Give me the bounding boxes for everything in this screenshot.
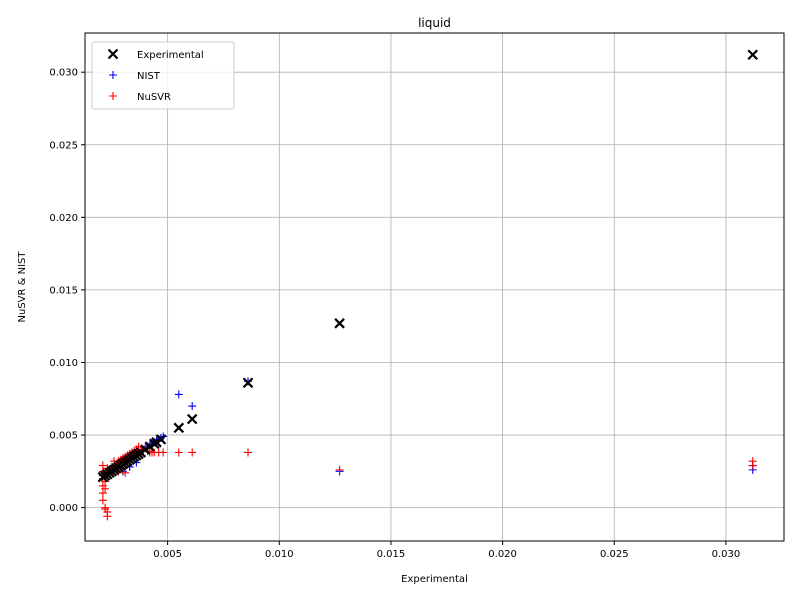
nusvr-point [159,448,168,457]
y-axis-ticks: 0.000 0.005 0.010 0.015 0.020 0.025 0.030 [49,68,85,514]
nusvr-point [101,484,110,493]
nusvr-point [335,465,344,474]
grid [85,33,784,541]
experimental-point [747,49,759,61]
x-axis-ticks: 0.005 0.010 0.015 0.020 0.025 0.030 [153,541,740,560]
x-tick-label: 0.030 [712,549,741,560]
plot-area-frame [84,32,785,542]
y-tick-label: 0.015 [49,285,78,296]
experimental-point [155,434,167,445]
nusvr-point [748,461,757,470]
y-tick-label: 0.000 [49,503,78,514]
experimental-point [334,318,345,329]
y-tick-label: 0.025 [49,140,78,151]
nusvr-point [121,468,130,477]
legend-label-experimental: Experimental [137,50,204,61]
nusvr-point [103,512,112,521]
series-experimental [97,49,759,483]
series-nist [98,377,757,480]
experimental-point [242,377,254,389]
legend-box [91,41,235,110]
y-tick-label: 0.020 [49,213,78,224]
nist-point [188,402,197,411]
series-nusvr [98,442,757,521]
y-tick-label: 0.030 [49,68,78,79]
experimental-point [186,413,198,425]
x-tick-label: 0.010 [265,549,294,560]
x-tick-label: 0.025 [600,549,629,560]
x-tick-label: 0.020 [488,549,517,560]
x-tick-label: 0.015 [377,549,406,560]
data-points [97,49,759,521]
nusvr-point [98,489,107,498]
x-axis-label: Experimental [401,574,468,585]
nist-point [174,390,183,399]
experimental-point [173,422,185,434]
legend-label-nist: NIST [137,71,161,82]
legend-label-nusvr: NuSVR [137,92,171,103]
x-tick-label: 0.005 [153,549,182,560]
legend-marker-nist [109,71,117,79]
nusvr-point [244,448,253,457]
nusvr-point [98,496,107,505]
legend-marker-experimental [107,48,119,60]
legend-marker-nusvr [109,92,117,100]
nusvr-point [188,448,197,457]
chart-title: liquid [418,16,451,30]
y-axis-label: NuSVR & NIST [17,251,28,323]
legend: Experimental NIST NuSVR [91,41,235,110]
y-tick-label: 0.005 [49,431,78,442]
y-tick-label: 0.010 [49,358,78,369]
nusvr-point [174,448,183,457]
